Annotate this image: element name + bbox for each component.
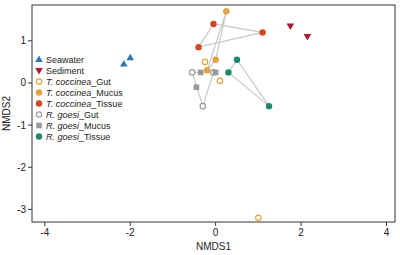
legend-part: _Mucus	[90, 88, 123, 98]
legend-marker	[35, 68, 43, 75]
legend-species: R. goesi	[46, 121, 80, 131]
point	[195, 44, 201, 50]
x-tick-label: 4	[384, 227, 390, 238]
point	[194, 84, 200, 90]
point	[217, 78, 222, 83]
y-tick-label: -1	[17, 120, 26, 131]
point	[202, 59, 207, 64]
legend-label: T. coccinea_Gut	[46, 77, 111, 87]
point	[212, 57, 218, 63]
x-tick	[130, 222, 131, 226]
legend-label: R. goesi_Mucus	[46, 121, 111, 131]
legend-marker	[36, 79, 41, 84]
chart: -4 -2 0 2 4 -3 -2 -1 0 1 NMDS1 NMDS2 SeawaterSedimen…	[0, 0, 400, 255]
x-axis-title: NMDS1	[196, 241, 231, 252]
point	[213, 70, 219, 76]
legend-marker	[36, 100, 42, 106]
x-tick	[215, 222, 216, 226]
legend-species: T. coccinea	[46, 99, 91, 109]
legend-part: _Mucus	[78, 121, 111, 131]
point	[223, 8, 229, 14]
y-tick	[28, 167, 32, 168]
point	[259, 29, 265, 35]
y-tick	[28, 40, 32, 41]
legend-marker	[36, 133, 42, 139]
point	[204, 67, 210, 73]
x-tick-label: -4	[40, 227, 49, 238]
y-tick-label: 0	[20, 77, 26, 88]
legend-label: T. coccinea_Tissue	[46, 99, 122, 109]
point	[287, 23, 295, 30]
x-tick-label: 2	[298, 227, 304, 238]
group-line	[192, 72, 213, 106]
legend-species: T. coccinea	[46, 88, 91, 98]
x-tick	[44, 222, 45, 226]
legend-species: R. goesi	[46, 110, 80, 120]
y-tick	[28, 209, 32, 210]
x-tick-label: -2	[126, 227, 135, 238]
y-tick-label: -3	[17, 204, 26, 215]
point	[266, 103, 272, 109]
point	[225, 69, 231, 75]
legend-label: R. goesi_Gut	[46, 110, 99, 120]
point	[189, 70, 194, 75]
point	[234, 57, 240, 63]
legend-part: _Tissue	[78, 132, 110, 142]
plot-area	[120, 8, 311, 220]
plot-frame	[32, 5, 395, 222]
legend-part: _Gut	[90, 77, 111, 87]
legend-label: Sediment	[46, 66, 85, 76]
point	[126, 54, 134, 61]
point	[120, 60, 128, 67]
y-tick	[28, 82, 32, 83]
legend-label: Seawater	[46, 55, 84, 65]
legend-species: R. goesi	[46, 132, 80, 142]
point	[304, 34, 312, 41]
point	[256, 215, 261, 220]
x-tick	[386, 222, 387, 226]
legend-marker	[35, 56, 43, 63]
legend: SeawaterSedimentT. coccinea_GutT. coccin…	[35, 55, 123, 142]
y-tick-label: 1	[20, 35, 26, 46]
point	[210, 21, 216, 27]
y-axis-title: NMDS2	[1, 96, 12, 131]
legend-marker	[36, 89, 42, 95]
x-tick-label: 0	[213, 227, 219, 238]
x-tick	[301, 222, 302, 226]
legend-label: R. goesi_Tissue	[46, 132, 110, 142]
legend-part: _Tissue	[90, 99, 122, 109]
y-tick-label: -2	[17, 162, 26, 173]
group-line	[228, 60, 269, 106]
legend-marker	[36, 123, 42, 129]
legend-marker	[36, 112, 41, 117]
group-line	[199, 24, 263, 47]
legend-species: T. coccinea	[46, 77, 91, 87]
point	[198, 70, 204, 76]
y-tick	[28, 125, 32, 126]
legend-label: T. coccinea_Mucus	[46, 88, 123, 98]
point	[200, 103, 205, 108]
legend-part: _Gut	[78, 110, 99, 120]
